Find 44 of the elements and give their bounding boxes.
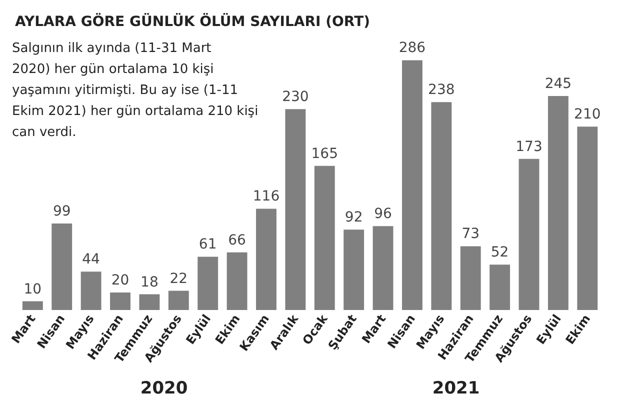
- data-label: 92: [344, 210, 363, 226]
- data-label: 61: [198, 236, 217, 253]
- data-label: 96: [374, 206, 392, 222]
- bar: [490, 264, 510, 310]
- text: 2020: [140, 378, 188, 398]
- bar: [22, 301, 43, 310]
- data-label: 116: [252, 188, 280, 205]
- data-label: 99: [52, 204, 71, 220]
- bar: [110, 292, 130, 310]
- data-label: 18: [140, 274, 158, 290]
- data-label: 245: [544, 76, 572, 92]
- annotation: Salgının ilk ayında (11-31 Mart 2020) her gün ortalama 10 kişi yaşamını yitirmişti. Bu ay ise (1-11 Ekim 2021) her gün ortalama 210 kişi can verdi.: [12, 41, 262, 140]
- bar: [518, 158, 540, 310]
- bar: [80, 272, 102, 310]
- bar: [168, 290, 189, 310]
- data-label: 73: [462, 226, 480, 242]
- chart-title: AYLARA GÖRE GÜNLÜK ÖLÜM SAYILARI (ORT): [15, 13, 370, 30]
- bar: [402, 60, 422, 310]
- bar: [314, 166, 335, 310]
- data-label: 22: [170, 270, 188, 287]
- data-label: 165: [311, 146, 338, 162]
- data-label: 44: [82, 252, 100, 268]
- bar: [256, 208, 276, 310]
- bar: [139, 294, 160, 310]
- data-label: 173: [516, 138, 542, 155]
- data-label: 286: [398, 40, 426, 56]
- data-label: 52: [490, 244, 509, 261]
- text: 2021: [432, 378, 480, 398]
- bar: [548, 96, 568, 310]
- bar: [577, 126, 598, 310]
- bar: [372, 226, 394, 310]
- data-label: 210: [574, 106, 601, 123]
- bar: [460, 246, 481, 310]
- data-label: 10: [24, 281, 42, 298]
- bar: [285, 109, 306, 310]
- data-label: 20: [111, 272, 130, 289]
- bar: [344, 230, 364, 310]
- data-label: 230: [282, 89, 309, 106]
- bar: [431, 102, 452, 310]
- bar: [198, 256, 218, 310]
- bar: [52, 224, 72, 310]
- bar: [226, 252, 248, 310]
- data-label: 66: [228, 232, 246, 248]
- data-label: 238: [428, 82, 455, 98]
